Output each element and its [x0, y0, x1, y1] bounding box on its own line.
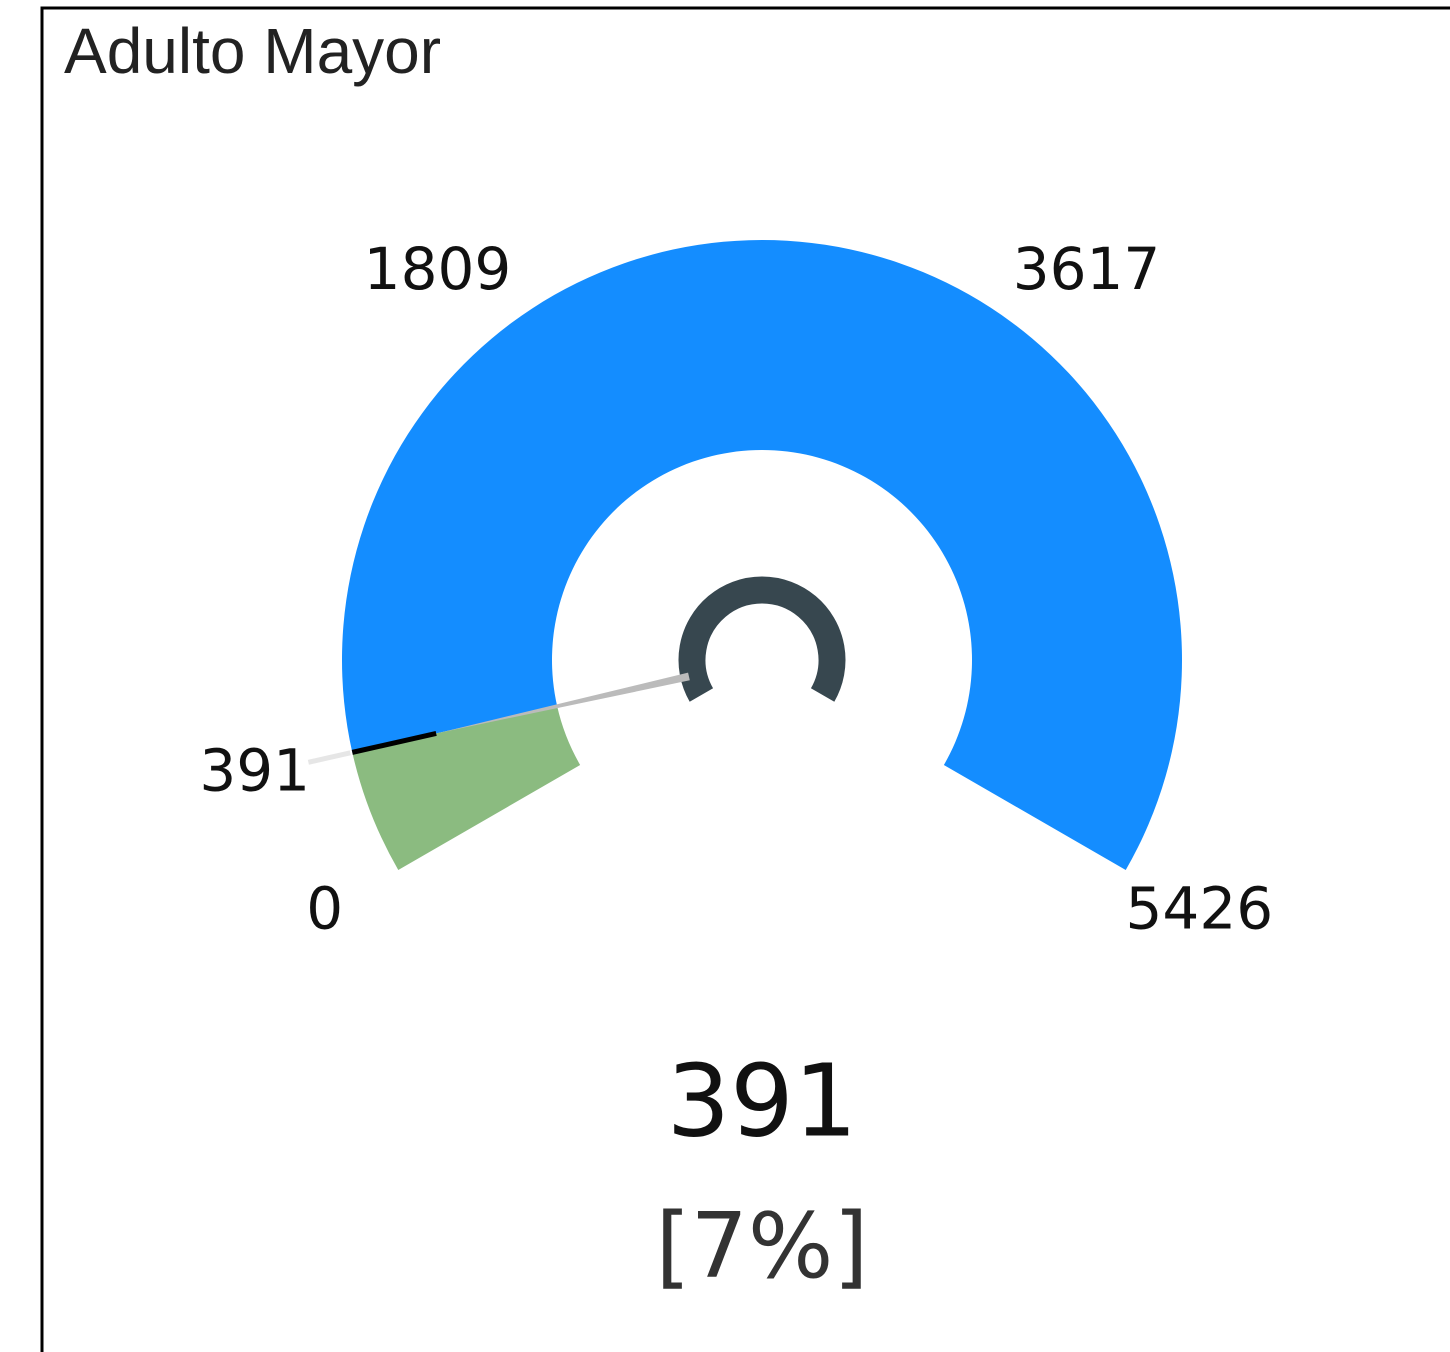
- tick-label: 1809: [364, 235, 512, 303]
- value-marker-label: 391: [199, 736, 310, 804]
- chart-title: Adulto Mayor: [64, 15, 441, 87]
- value-marker: [351, 731, 437, 755]
- percent-label: [7%]: [655, 1194, 868, 1299]
- gauge-needle: [440, 672, 690, 733]
- tick-label: 3617: [1013, 235, 1161, 303]
- gauge-band: [341, 240, 1182, 871]
- value-leader: [307, 750, 351, 765]
- value-label: 391: [667, 1042, 858, 1159]
- gauge-hub: [678, 576, 846, 702]
- tick-label: 0: [306, 875, 343, 943]
- tick-label: 5426: [1126, 875, 1274, 943]
- frame: [40, 6, 1450, 1352]
- gauge-fill: [352, 706, 581, 870]
